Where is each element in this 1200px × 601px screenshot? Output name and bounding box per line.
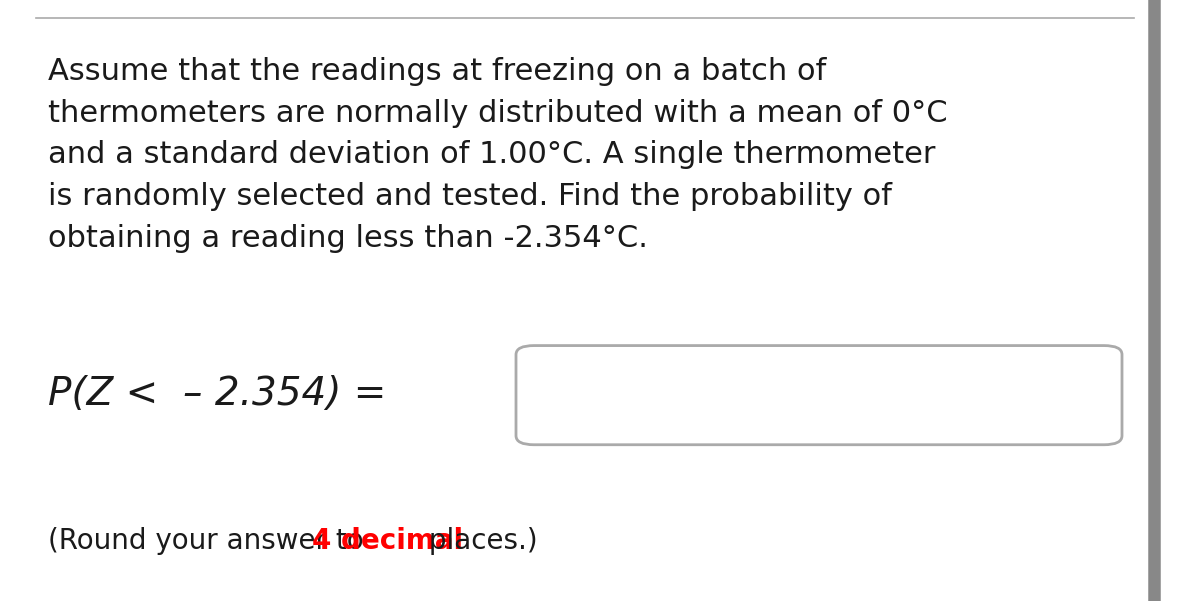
Text: places.): places.) [420, 527, 538, 555]
FancyBboxPatch shape [516, 346, 1122, 445]
Text: P(Z <  – 2.354) =: P(Z < – 2.354) = [48, 374, 386, 413]
Text: (Round your answer to: (Round your answer to [48, 527, 372, 555]
Text: Assume that the readings at freezing on a batch of
thermometers are normally dis: Assume that the readings at freezing on … [48, 57, 948, 252]
Text: 4 decimal: 4 decimal [312, 527, 463, 555]
